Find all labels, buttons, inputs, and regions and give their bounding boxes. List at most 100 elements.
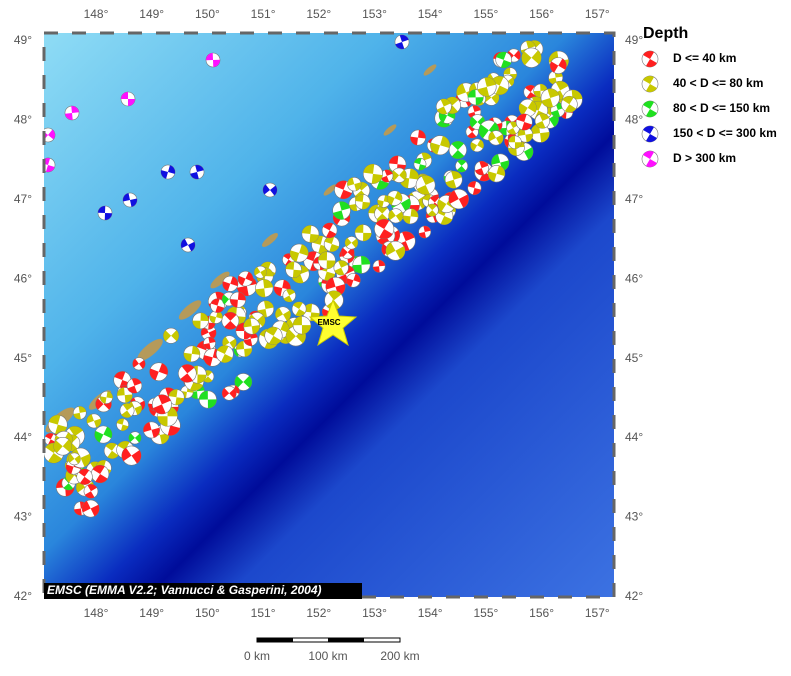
ball-quadrant (467, 181, 481, 195)
ball-quadrant (346, 273, 361, 287)
ball-quadrant (533, 84, 548, 98)
legend: D <= 40 km 40 < D <= 80 km 80 < D <= 150 k… (641, 50, 777, 168)
focal-mechanism (455, 159, 469, 173)
focal-mechanism (289, 243, 309, 263)
focal-mechanism (344, 236, 359, 250)
focal-mechanism (243, 317, 260, 335)
focal-mechanism (540, 88, 560, 108)
focal-mechanism (285, 261, 302, 278)
ball-quadrant (363, 164, 383, 184)
ball-quadrant (98, 206, 112, 220)
focal-mechanism (418, 225, 432, 239)
focal-mechanism (143, 421, 160, 439)
focal-mechanism (641, 150, 659, 168)
ball-quadrant (324, 236, 340, 252)
island (210, 271, 230, 289)
ball-quadrant (355, 194, 371, 210)
ball-quadrant (550, 58, 567, 73)
ball-quadrant (488, 131, 504, 145)
focal-mechanism (126, 378, 143, 394)
ball-quadrant (238, 271, 253, 286)
focal-mechanism (517, 127, 534, 143)
focal-mechanism (317, 251, 336, 270)
ball-quadrant (475, 161, 489, 176)
lat-label: 42° (14, 589, 32, 603)
focal-mechanism (413, 157, 427, 171)
lon-label: 155° (473, 606, 498, 620)
focal-mechanism (515, 113, 533, 131)
ball-quadrant (372, 260, 386, 273)
ball-quadrant (275, 307, 291, 321)
ball-quadrant (457, 159, 467, 173)
lat-label: 49° (625, 33, 643, 47)
ball-quadrant (209, 310, 223, 324)
scale-label: 100 km (308, 649, 347, 663)
ball-quadrant (210, 298, 225, 313)
focal-mechanism (394, 34, 410, 50)
ball-quadrant (325, 277, 346, 297)
focal-mechanism (534, 113, 551, 129)
ball-quadrant (199, 390, 217, 409)
ball-quadrant (53, 439, 72, 454)
focal-mechanism (488, 130, 504, 146)
focal-mechanism (470, 138, 484, 153)
lon-label: 152° (306, 7, 331, 21)
ball-quadrant (525, 85, 537, 99)
ball-quadrant (73, 406, 87, 420)
focal-mechanism (354, 224, 372, 242)
focal-mechanism (355, 194, 371, 210)
lon-label: 152° (306, 606, 331, 620)
focal-mechanism (346, 273, 361, 288)
ball-quadrant (345, 237, 358, 248)
ball-quadrant (128, 433, 142, 443)
focal-mechanism (641, 100, 659, 118)
focal-mechanism (160, 164, 176, 180)
ball-quadrant (376, 205, 388, 222)
focal-mechanism (506, 121, 520, 135)
focal-mechanism (221, 385, 237, 401)
focal-mechanism (435, 98, 452, 115)
focal-mechanism (477, 77, 497, 97)
focal-mechanism (72, 406, 87, 420)
ball-quadrant (86, 414, 102, 428)
ball-quadrant (265, 327, 282, 345)
ball-quadrant (375, 219, 393, 239)
focal-mechanism (641, 75, 659, 93)
legend-label: 40 < D <= 80 km (673, 76, 763, 90)
ball-quadrant (643, 151, 657, 167)
ball-quadrant (78, 468, 91, 485)
epicenter-star (308, 298, 358, 347)
ball-quadrant (65, 106, 79, 120)
ball-quadrant (127, 378, 142, 394)
focal-mechanism (495, 51, 512, 69)
lat-label: 43° (625, 510, 643, 524)
focal-mechanism (205, 52, 221, 68)
ball-quadrant (530, 123, 550, 143)
focal-mechanism (53, 436, 72, 456)
focal-mechanism (253, 265, 267, 279)
ball-quadrant (430, 136, 450, 155)
ticks: 148° 148° 149° 149° 150° 150° 151° 151° 152° 152°… (14, 7, 644, 620)
focal-mechanism (81, 499, 100, 518)
focal-mechanism (352, 255, 371, 274)
lat-label: 42° (625, 589, 643, 603)
legend-title: Depth (643, 25, 688, 42)
ball-quadrant (243, 318, 260, 335)
ball-quadrant (105, 442, 119, 459)
ball-quadrant (143, 422, 160, 438)
ball-quadrant (82, 500, 100, 517)
ball-quadrant (180, 364, 195, 383)
ball-quadrant (222, 276, 238, 291)
ball-quadrant (263, 184, 277, 196)
ball-quadrant (206, 53, 220, 67)
legend-label: 80 < D <= 150 km (673, 101, 770, 115)
ball-quadrant (201, 325, 217, 340)
ball-quadrant (448, 190, 469, 208)
ball-quadrant (403, 208, 419, 224)
ball-quadrant (84, 484, 97, 499)
focal-mechanism (467, 89, 484, 106)
focal-mechanism (209, 310, 223, 324)
ball-quadrant (283, 289, 295, 302)
ball-quadrant (507, 121, 519, 135)
focal-mechanism (362, 163, 383, 184)
